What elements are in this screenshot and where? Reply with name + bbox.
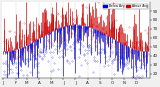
Legend: Below Avg, Above Avg: Below Avg, Above Avg bbox=[103, 4, 148, 9]
